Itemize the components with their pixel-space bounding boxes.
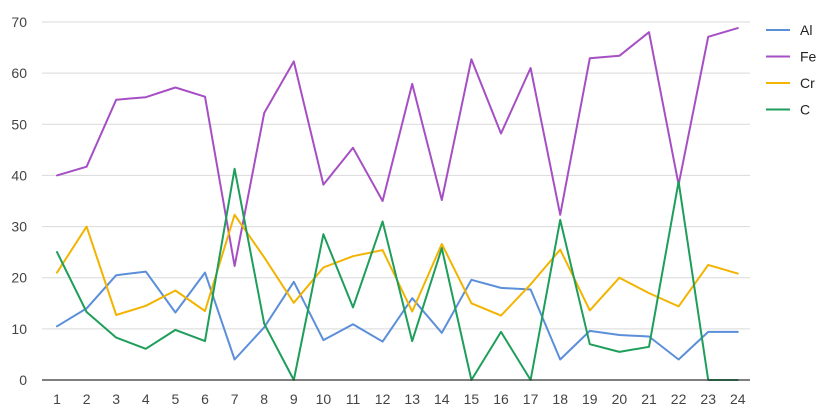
legend: Al Fe Cr C <box>766 22 817 118</box>
x-tick-label: 23 <box>700 391 716 407</box>
x-axis-ticks: 1 2 3 4 5 6 7 8 9 10 11 12 13 14 15 16 17 18 19 20 21 22 23 24 <box>53 391 746 407</box>
x-tick-label: 22 <box>671 391 687 407</box>
x-tick-label: 20 <box>612 391 628 407</box>
legend-label-cr: Cr <box>800 75 815 91</box>
series-line-fe <box>56 27 739 267</box>
x-tick-label: 19 <box>582 391 598 407</box>
x-tick-label: 24 <box>730 391 746 407</box>
x-tick-label: 8 <box>260 391 268 407</box>
gridlines <box>42 21 750 330</box>
y-tick-label: 20 <box>11 270 27 286</box>
legend-label-c: C <box>800 102 810 118</box>
y-axis-ticks: 0 10 20 30 40 50 60 70 <box>11 14 27 388</box>
y-tick-label: 40 <box>11 167 27 183</box>
x-tick-label: 2 <box>83 391 91 407</box>
x-tick-label: 6 <box>201 391 209 407</box>
x-tick-label: 1 <box>53 391 61 407</box>
x-tick-label: 9 <box>290 391 298 407</box>
x-tick-label: 3 <box>112 391 120 407</box>
y-tick-label: 10 <box>11 321 27 337</box>
y-tick-label: 30 <box>11 219 27 235</box>
x-tick-label: 16 <box>493 391 509 407</box>
series-lines <box>56 27 739 381</box>
x-tick-label: 18 <box>552 391 568 407</box>
x-tick-label: 15 <box>464 391 480 407</box>
legend-label-fe: Fe <box>800 49 817 65</box>
x-tick-label: 12 <box>375 391 391 407</box>
x-tick-label: 11 <box>346 391 361 407</box>
x-tick-label: 5 <box>172 391 180 407</box>
x-tick-label: 14 <box>434 391 450 407</box>
series-line-c <box>56 167 739 381</box>
x-tick-label: 13 <box>404 391 420 407</box>
y-tick-label: 50 <box>11 116 27 132</box>
x-tick-label: 21 <box>641 391 657 407</box>
y-tick-label: 70 <box>11 14 27 30</box>
x-tick-label: 7 <box>231 391 239 407</box>
legend-label-al: Al <box>800 22 812 38</box>
series-line-cr <box>56 213 739 317</box>
series-line-al <box>56 270 739 361</box>
y-tick-label: 0 <box>19 372 27 388</box>
x-tick-label: 4 <box>142 391 150 407</box>
x-tick-label: 10 <box>316 391 332 407</box>
x-tick-label: 17 <box>523 391 539 407</box>
y-tick-label: 60 <box>11 65 27 81</box>
